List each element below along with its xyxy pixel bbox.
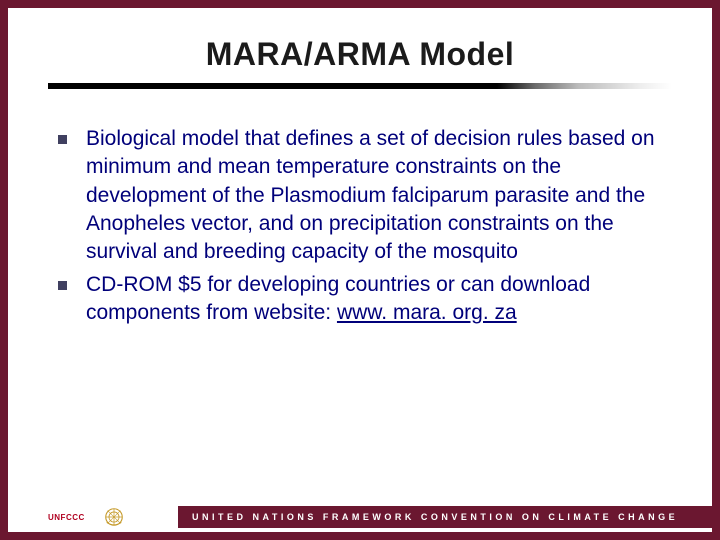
list-item: CD-ROM $5 for developing countries or ca… <box>58 271 672 328</box>
bullet-square-icon <box>58 281 67 290</box>
slide-content: MARA/ARMA Model Biological model that de… <box>8 8 712 502</box>
list-item: Biological model that defines a set of d… <box>58 125 672 267</box>
bullet-square-icon <box>58 135 67 144</box>
footer-banner: UNITED NATIONS FRAMEWORK CONVENTION ON C… <box>178 506 712 528</box>
footer-logos: UNFCCC <box>8 502 178 532</box>
slide-title: MARA/ARMA Model <box>48 36 672 73</box>
title-underline-rule <box>48 83 672 89</box>
un-emblem-icon <box>103 506 125 528</box>
slide-footer: UNFCCC UNITED NATIONS FRAMEWORK CONVENTI… <box>8 502 712 532</box>
website-link[interactable]: www. mara. org. za <box>337 301 517 324</box>
list-item-text: Biological model that defines a set of d… <box>86 127 655 263</box>
footer-banner-text: UNITED NATIONS FRAMEWORK CONVENTION ON C… <box>192 512 678 522</box>
bullet-list: Biological model that defines a set of d… <box>48 125 672 327</box>
slide-frame: MARA/ARMA Model Biological model that de… <box>0 0 720 540</box>
unfccc-logo-text: UNFCCC <box>48 513 85 522</box>
